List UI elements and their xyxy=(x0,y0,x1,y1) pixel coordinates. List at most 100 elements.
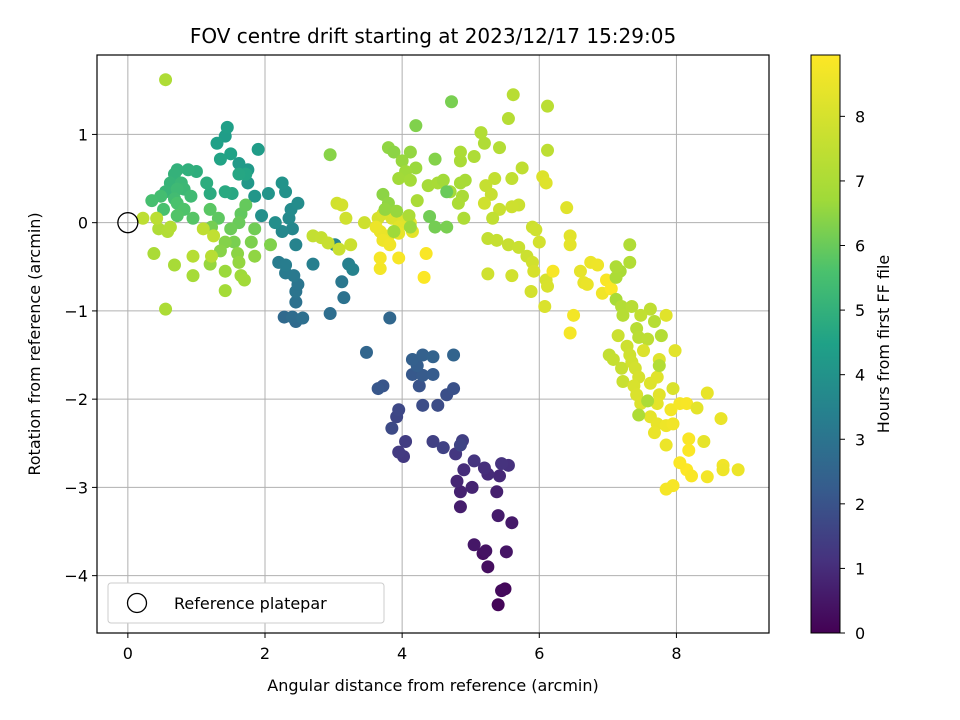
scatter-point xyxy=(538,299,552,313)
scatter-point xyxy=(157,202,171,216)
scatter-point xyxy=(580,277,594,291)
scatter-point xyxy=(416,348,430,362)
scatter-point xyxy=(652,359,666,373)
scatter-point xyxy=(491,509,505,523)
scatter-point xyxy=(213,152,227,166)
scatter-point xyxy=(493,202,507,216)
scatter-point xyxy=(167,258,181,272)
scatter-point xyxy=(423,209,437,223)
scatter-point xyxy=(697,435,711,449)
scatter-point xyxy=(428,152,442,166)
scatter-point xyxy=(417,270,431,284)
scatter-point xyxy=(346,262,360,276)
scatter-point xyxy=(450,474,464,488)
scatter-point xyxy=(335,198,349,212)
scatter-point xyxy=(392,172,406,186)
y-tick-label: −2 xyxy=(64,390,88,409)
scatter-point xyxy=(203,187,217,201)
scatter-point xyxy=(275,176,289,190)
scatter-point xyxy=(650,370,664,384)
scatter-point xyxy=(232,167,246,181)
scatter-point xyxy=(337,291,351,305)
scatter-point xyxy=(392,445,406,459)
scatter-point xyxy=(436,173,450,187)
scatter-point xyxy=(218,185,232,199)
scatter-point xyxy=(467,454,481,468)
scatter-point xyxy=(170,209,184,223)
scatter-point xyxy=(474,126,488,140)
scatter-point xyxy=(251,142,265,156)
scatter-point xyxy=(666,417,680,431)
scatter-point xyxy=(573,264,587,278)
x-tick-label: 4 xyxy=(397,644,407,663)
scatter-point xyxy=(529,223,543,237)
scatter-point xyxy=(690,401,704,415)
legend: Reference platepar xyxy=(107,582,385,624)
scatter-point xyxy=(654,329,668,343)
scatter-point xyxy=(641,394,655,408)
scatter-point xyxy=(479,544,493,558)
scatter-point xyxy=(606,352,620,366)
scatter-point xyxy=(493,141,507,155)
scatter-point xyxy=(373,262,387,276)
scatter-point xyxy=(285,310,299,324)
scatter-point xyxy=(700,386,714,400)
legend-label: Reference platepar xyxy=(174,594,327,613)
scatter-point xyxy=(467,149,481,163)
scatter-point xyxy=(616,308,630,322)
scatter-point xyxy=(685,469,699,483)
x-axis-ticks: 0 2 4 6 8 xyxy=(123,633,682,663)
scatter-point xyxy=(205,249,219,263)
scatter-point xyxy=(484,187,498,201)
legend-marker xyxy=(126,592,148,614)
scatter-point xyxy=(495,584,509,598)
scatter-point xyxy=(431,398,445,412)
scatter-point xyxy=(261,187,275,201)
scatter-point xyxy=(383,238,397,252)
scatter-point xyxy=(499,545,513,559)
colorbar-tick-label: 2 xyxy=(855,495,865,514)
scatter-point xyxy=(409,119,423,133)
scatter-point xyxy=(458,173,472,187)
y-tick-label: 0 xyxy=(78,214,88,233)
scatter-point xyxy=(186,249,200,263)
scatter-point xyxy=(659,482,673,496)
scatter-point xyxy=(716,463,730,477)
scatter-point xyxy=(524,284,538,298)
scatter-point xyxy=(357,216,371,230)
x-tick-label: 6 xyxy=(534,644,544,663)
x-tick-label: 0 xyxy=(123,644,133,663)
scatter-point xyxy=(200,176,214,190)
scatter-point xyxy=(445,95,459,109)
scatter-point xyxy=(641,332,655,346)
scatter-point xyxy=(477,136,491,150)
scatter-point xyxy=(682,432,696,446)
colorbar-tick-label: 4 xyxy=(855,366,865,385)
scatter-point xyxy=(186,211,200,225)
scatter-point xyxy=(490,233,504,247)
x-axis-label: Angular distance from reference (arcmin) xyxy=(267,676,598,695)
scatter-point xyxy=(426,435,440,449)
scatter-point xyxy=(248,249,262,263)
scatter-point xyxy=(426,350,440,364)
scatter-point xyxy=(248,222,262,236)
scatter-point xyxy=(419,247,433,261)
reference-platepar-point xyxy=(117,212,139,234)
scatter-point xyxy=(378,202,392,216)
scatter-point xyxy=(402,209,416,223)
scatter-point xyxy=(453,145,467,159)
scatter-point xyxy=(447,382,461,396)
scatter-point xyxy=(505,200,519,214)
scatter-point xyxy=(604,282,618,296)
scatter-point xyxy=(539,176,553,190)
scatter-point xyxy=(501,238,515,252)
scatter-point xyxy=(426,367,440,381)
colorbar-tick-label: 3 xyxy=(855,430,865,449)
scatter-point xyxy=(416,368,430,382)
scatter-point xyxy=(387,224,401,238)
scatter-point xyxy=(323,307,337,321)
scatter-point xyxy=(207,229,221,243)
scatter-point xyxy=(700,470,714,484)
scatter-point xyxy=(505,269,519,283)
